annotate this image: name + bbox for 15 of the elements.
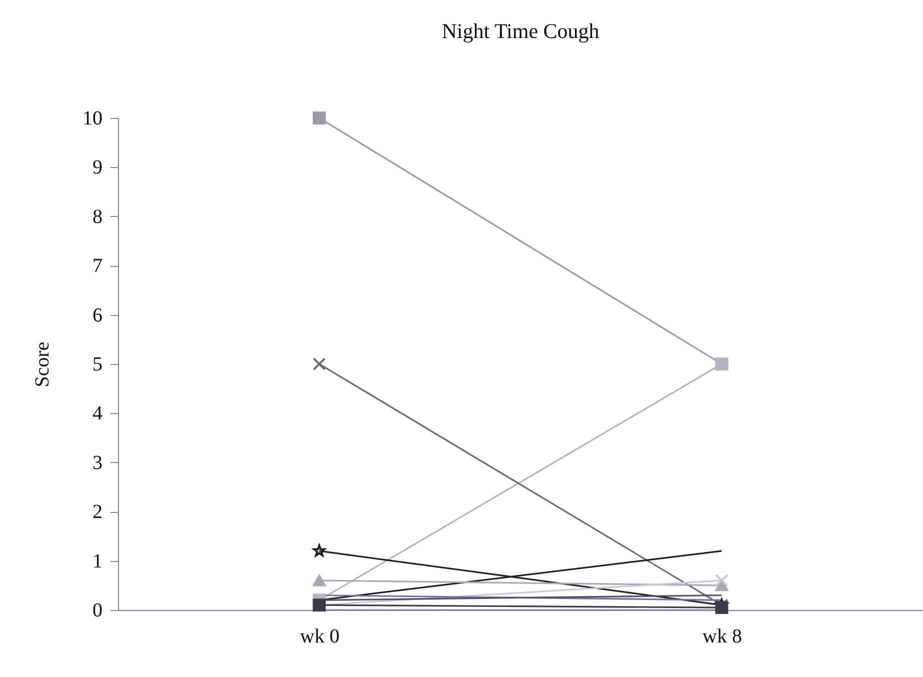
y-tick-label: 2 — [92, 501, 102, 524]
y-tick-label: 7 — [92, 255, 102, 278]
y-axis-title: Score — [32, 342, 54, 388]
x-tick-label: wk 8 — [702, 626, 742, 648]
y-tick-label: 5 — [92, 354, 102, 376]
chart-title: Night Time Cough — [442, 19, 600, 43]
y-tick-label: 10 — [82, 108, 102, 130]
x-tick-label: wk 0 — [300, 626, 340, 648]
y-tick-label: 0 — [92, 600, 102, 622]
y-tick-label: 4 — [92, 402, 102, 425]
y-tick-label: 1 — [92, 550, 102, 572]
y-tick-label: 9 — [92, 156, 102, 179]
y-tick-label: 6 — [92, 304, 102, 326]
y-tick-label: 8 — [92, 206, 102, 228]
y-tick-label: 3 — [92, 452, 102, 474]
